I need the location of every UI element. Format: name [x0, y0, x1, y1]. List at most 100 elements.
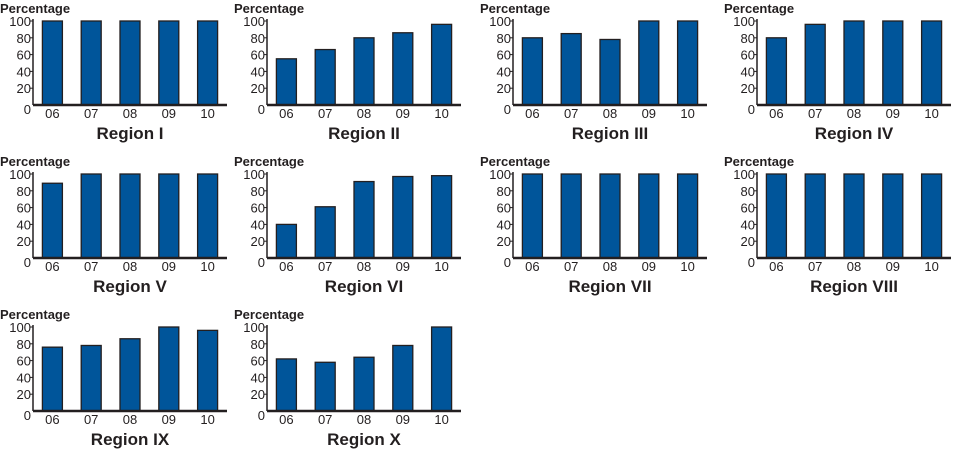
bar [158, 173, 180, 259]
bar [638, 20, 660, 106]
bar [882, 173, 904, 259]
bar [119, 338, 141, 412]
x-tick-label: 06 [769, 259, 783, 274]
y-tick-label: 40 [741, 64, 755, 79]
bar [158, 326, 180, 412]
y-tick-label: 0 [258, 102, 265, 117]
y-tick-label: 20 [17, 387, 31, 402]
y-tick-label: 60 [17, 354, 31, 369]
x-tick-label: 10 [200, 259, 214, 274]
bar [676, 20, 699, 106]
x-tick-label: 08 [357, 412, 371, 427]
x-tick-label: 09 [396, 106, 410, 121]
y-tick-label: 100 [243, 320, 265, 335]
bar [560, 32, 582, 106]
x-tick-label: 06 [279, 259, 293, 274]
bar [804, 23, 826, 106]
y-tick-label: 100 [9, 14, 31, 29]
bar [353, 37, 375, 106]
x-tick-label: 08 [847, 259, 861, 274]
x-tick-label: 06 [45, 259, 59, 274]
y-tick-label: 0 [504, 255, 511, 270]
y-tick-label: 0 [258, 255, 265, 270]
x-tick-label: 10 [200, 412, 214, 427]
y-tick-label: 0 [24, 408, 31, 423]
panel-title: Region VI [325, 277, 403, 296]
y-tick-label: 40 [17, 217, 31, 232]
y-tick-label: 80 [251, 31, 265, 46]
y-tick-label: 20 [251, 81, 265, 96]
x-tick-label: 10 [924, 259, 938, 274]
panel-title: Region V [93, 277, 167, 296]
x-tick-label: 07 [318, 106, 332, 121]
y-tick-label: 0 [24, 102, 31, 117]
bar [430, 23, 453, 106]
y-tick-label: 60 [251, 48, 265, 63]
panel-title: Region II [328, 124, 400, 143]
bar [314, 361, 336, 412]
bar [119, 20, 141, 106]
y-tick-label: 80 [741, 184, 755, 199]
x-tick-label: 09 [886, 106, 900, 121]
bar [392, 175, 414, 259]
x-tick-label: 09 [396, 259, 410, 274]
bar [80, 20, 102, 106]
y-tick-label: 60 [497, 48, 511, 63]
bar [80, 344, 102, 412]
y-tick-label: 40 [251, 370, 265, 385]
bar [41, 20, 64, 106]
x-tick-label: 09 [642, 106, 656, 121]
x-tick-label: 07 [318, 259, 332, 274]
bar [882, 20, 904, 106]
panel-title: Region VII [568, 277, 651, 296]
y-tick-label: 60 [251, 354, 265, 369]
y-tick-label: 20 [497, 234, 511, 249]
y-tick-label: 0 [24, 255, 31, 270]
y-tick-label: 0 [748, 255, 755, 270]
bar [560, 173, 582, 259]
y-axis-label: Percentage [0, 1, 70, 16]
panel-title: Region I [96, 124, 163, 143]
y-tick-label: 20 [741, 81, 755, 96]
y-axis-label: Percentage [234, 307, 304, 322]
x-tick-label: 10 [924, 106, 938, 121]
y-tick-label: 60 [497, 201, 511, 216]
x-tick-label: 08 [357, 106, 371, 121]
bar [638, 173, 660, 259]
x-tick-label: 09 [162, 106, 176, 121]
x-tick-label: 06 [279, 412, 293, 427]
bar [158, 20, 180, 106]
bar [314, 48, 336, 106]
y-tick-label: 40 [497, 64, 511, 79]
bar [843, 173, 865, 259]
x-tick-label: 08 [603, 106, 617, 121]
y-tick-label: 0 [258, 408, 265, 423]
bar [353, 356, 375, 412]
y-tick-label: 100 [9, 167, 31, 182]
x-tick-label: 09 [162, 259, 176, 274]
bar [430, 175, 453, 259]
y-tick-label: 40 [497, 217, 511, 232]
y-tick-label: 80 [17, 184, 31, 199]
y-tick-label: 60 [741, 201, 755, 216]
bar [804, 173, 826, 259]
y-axis-label: Percentage [480, 1, 550, 16]
x-tick-label: 09 [886, 259, 900, 274]
bar [599, 38, 621, 106]
x-tick-label: 08 [123, 106, 137, 121]
x-tick-label: 07 [808, 106, 822, 121]
y-axis-label: Percentage [0, 307, 70, 322]
x-tick-label: 07 [84, 412, 98, 427]
x-tick-label: 07 [84, 259, 98, 274]
bar [353, 180, 375, 259]
y-tick-label: 100 [489, 14, 511, 29]
y-tick-label: 40 [741, 217, 755, 232]
y-tick-label: 100 [733, 167, 755, 182]
bar [521, 173, 544, 259]
bar [676, 173, 699, 259]
